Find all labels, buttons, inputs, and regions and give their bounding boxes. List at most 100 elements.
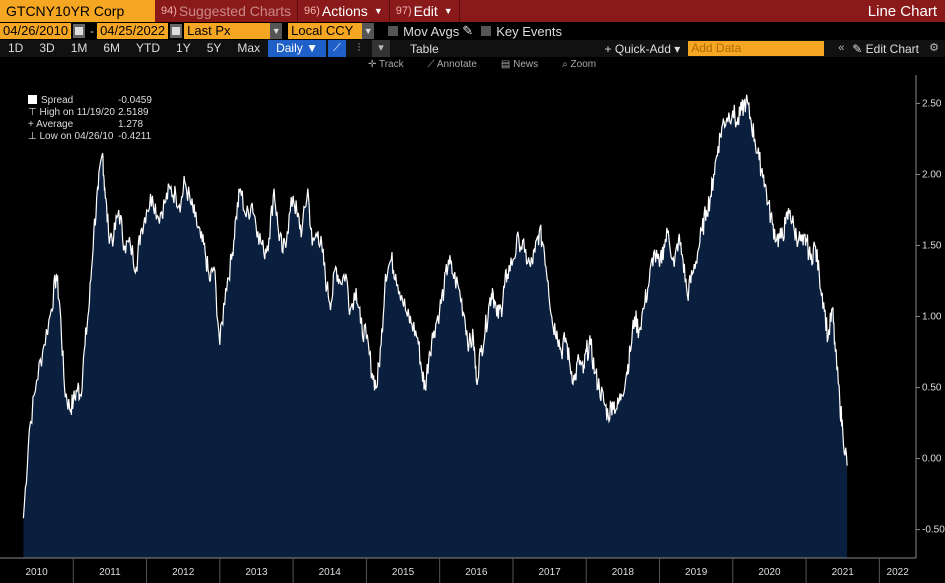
frequency-select[interactable]: Daily ▼ <box>268 40 326 57</box>
period-bar: 1D 3D 1M 6M YTD 1Y 5Y Max Daily ▼ ⟋ ⫶ ▾ … <box>0 40 945 57</box>
edit-chart-button[interactable]: ✎ Edit Chart <box>852 42 923 56</box>
settings-bar: 04/26/2010 - 04/25/2022 Last Px ▼ Local … <box>0 22 945 40</box>
x-tick-label: 2016 <box>465 567 488 578</box>
menu-label: Edit <box>413 3 438 19</box>
edit-chart-label: Edit Chart <box>865 41 919 56</box>
y-tick-label: -0.50 <box>922 525 945 536</box>
bar-chart-icon[interactable]: ⫶ <box>357 42 361 54</box>
start-date-field[interactable]: 04/26/2010 <box>0 23 72 39</box>
average-value: 1.278 <box>118 119 144 130</box>
settings-gear-icon[interactable]: ⚙ <box>929 42 939 54</box>
y-tick-label: 0.00 <box>922 454 942 465</box>
annotate-tool[interactable]: ⟋ Annotate <box>427 59 477 70</box>
x-tick-label: 2012 <box>172 567 195 578</box>
x-tick-label: 2011 <box>99 567 121 578</box>
suggested-charts-menu[interactable]: 94) Suggested Charts <box>155 0 298 22</box>
news-label: News <box>513 59 539 70</box>
x-tick-label: 2022 <box>887 567 910 578</box>
period-1d[interactable]: 1D <box>8 41 24 55</box>
legend-high-row: ⊤ High on 11/19/20 2.5189 <box>28 107 170 119</box>
table-button[interactable]: Table <box>409 41 439 56</box>
calendar-icon[interactable] <box>73 24 86 38</box>
title-bar: GTCNY10YR Corp 94) Suggested Charts 96) … <box>0 0 945 22</box>
field-select[interactable]: Last Px <box>184 23 271 39</box>
plus-icon: + <box>604 41 615 56</box>
caret-down-icon: ▼ <box>443 6 453 16</box>
y-tick-label: 2.00 <box>922 169 942 180</box>
key-events-checkbox[interactable] <box>481 26 492 36</box>
legend-low-row: ⊥ Low on 04/26/10 -0.4211 <box>28 131 170 143</box>
key-events-label: Key Events <box>496 23 562 39</box>
add-data-input[interactable]: Add Data <box>688 41 825 56</box>
series-name: Spread <box>41 95 74 106</box>
period-5y[interactable]: 5Y <box>206 41 222 55</box>
low-label: ⊥ Low on 04/26/10 <box>28 131 114 142</box>
quick-add-button[interactable]: + Quick-Add ▾ <box>605 42 689 56</box>
end-date-field[interactable]: 04/25/2022 <box>97 23 169 39</box>
period-1y[interactable]: 1Y <box>176 41 191 55</box>
annotate-label: Annotate <box>436 59 477 70</box>
high-label: ⊤ High on 11/19/20 <box>28 107 115 118</box>
chart-options-dropdown-icon[interactable]: ▾ <box>371 40 390 57</box>
period-ytd[interactable]: YTD <box>136 41 161 55</box>
spread-series-line <box>22 94 848 519</box>
chart-type-label: Line Chart <box>867 2 937 20</box>
x-tick-label: 2014 <box>319 567 342 578</box>
y-tick-label: 1.00 <box>922 312 942 323</box>
menu-number: 96) <box>303 5 320 17</box>
caret-down-icon: ▼ <box>306 41 318 55</box>
high-value: 2.5189 <box>118 107 149 118</box>
menu-number: 97) <box>395 5 412 17</box>
mov-avgs-label: Mov Avgs <box>403 23 460 39</box>
track-label: Track <box>378 59 404 70</box>
collapse-icon[interactable]: « <box>838 42 845 54</box>
legend-average-row: + Average 1.278 <box>28 119 170 131</box>
dropdown-icon[interactable]: ▼ <box>270 23 283 39</box>
line-chart-icon[interactable]: ⟋ <box>327 40 346 57</box>
x-tick-label: 2020 <box>758 567 781 578</box>
caret-down-icon: ▾ <box>670 41 681 56</box>
x-tick-label: 2018 <box>612 567 635 578</box>
x-tick-label: 2017 <box>538 567 561 578</box>
low-value: -0.4211 <box>118 131 152 142</box>
actions-menu[interactable]: 96) Actions ▼ <box>298 0 390 22</box>
y-tick-label: 0.50 <box>922 383 942 394</box>
zoom-label: Zoom <box>570 59 597 70</box>
ticker-field[interactable]: GTCNY10YR Corp <box>0 0 155 22</box>
pencil-icon: ✎ <box>852 41 866 56</box>
zoom-tool[interactable]: ⌕ Zoom <box>562 59 597 70</box>
caret-down-icon: ▼ <box>373 6 383 16</box>
quick-add-label: Quick-Add <box>614 41 671 56</box>
edit-menu[interactable]: 97) Edit ▼ <box>390 0 460 22</box>
period-3d[interactable]: 3D <box>39 41 55 55</box>
mov-avgs-checkbox[interactable] <box>388 26 399 36</box>
menu-label: Suggested Charts <box>178 3 291 19</box>
x-tick-label: 2015 <box>392 567 415 578</box>
frequency-label: Daily <box>276 41 303 55</box>
x-tick-label: 2013 <box>245 567 268 578</box>
pencil-icon[interactable]: ✎ <box>462 23 474 38</box>
x-tick-label: 2019 <box>685 567 708 578</box>
x-tick-label: 2010 <box>26 567 49 578</box>
menu-number: 94) <box>161 5 177 17</box>
x-tick-label: 2021 <box>832 567 855 578</box>
period-1m[interactable]: 1M <box>70 41 88 55</box>
legend-series-row: Spread -0.0459 <box>28 95 170 107</box>
chart-tools: ✛ Track ⟋ Annotate ▤ News ⌕ Zoom <box>368 58 620 71</box>
dropdown-icon[interactable]: ▼ <box>362 23 375 39</box>
y-tick-label: 1.50 <box>922 240 942 251</box>
series-last-value: -0.0459 <box>118 95 152 106</box>
period-max[interactable]: Max <box>237 41 261 55</box>
calendar-icon[interactable] <box>170 24 183 38</box>
y-tick-label: 2.50 <box>922 98 942 109</box>
spread-area-fill <box>23 94 848 558</box>
series-swatch <box>28 95 37 104</box>
track-tool[interactable]: ✛ Track <box>368 59 404 70</box>
menu-label: Actions <box>321 3 368 19</box>
currency-select[interactable]: Local CCY <box>288 23 363 39</box>
chart-legend: Spread -0.0459 ⊤ High on 11/19/20 2.5189… <box>28 95 170 143</box>
news-tool[interactable]: ▤ News <box>500 59 539 70</box>
average-label: + Average <box>28 119 74 130</box>
period-6m[interactable]: 6M <box>103 41 121 55</box>
